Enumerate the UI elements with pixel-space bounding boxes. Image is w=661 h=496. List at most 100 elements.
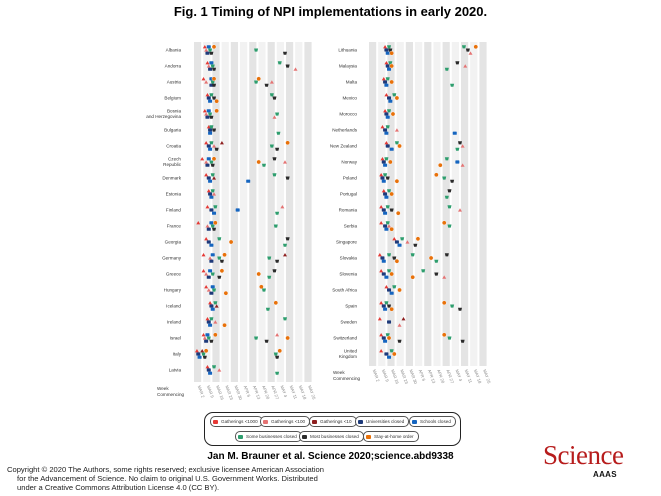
npi-point-some-business	[267, 275, 272, 279]
npi-point-some-business	[267, 256, 272, 260]
npi-point-school	[383, 163, 388, 167]
npi-point-school	[208, 99, 213, 103]
npi-point-g1000	[380, 157, 385, 161]
npi-point-school	[235, 208, 240, 212]
npi-point-school	[397, 243, 402, 247]
country-label-line: Republic	[163, 162, 182, 167]
country-label: New Zealand	[330, 144, 358, 149]
week-tick-label: MAY 4	[279, 385, 288, 399]
npi-point-g1000	[381, 189, 386, 193]
npi-point-g1000	[381, 77, 386, 81]
npi-point-g100	[283, 160, 287, 164]
npi-point-g1000	[208, 301, 213, 305]
npi-point-most-business	[465, 48, 470, 52]
x-axis-title-word: Commencing	[157, 392, 185, 397]
npi-point-some-business	[444, 195, 449, 199]
week-tick-label: MAR 30	[233, 385, 243, 402]
npi-point-stay-at-home	[222, 322, 227, 328]
npi-point-stay-at-home	[386, 335, 392, 341]
npi-point-g10	[200, 349, 205, 353]
npi-point-most-business	[209, 51, 214, 55]
week-band	[424, 42, 432, 366]
week-band	[378, 42, 386, 366]
npi-timeline-chart: MAR 2 MAR 9 MAR 16 MAR 23 MAR 30 APR 6 APR 13 A…	[146, 42, 492, 402]
npi-point-school	[208, 371, 213, 375]
legend-swatch	[312, 419, 317, 424]
npi-point-school	[384, 275, 389, 279]
npi-point-g100	[405, 240, 410, 244]
npi-point-school	[381, 259, 386, 263]
legend-item-g10: Gatherings <10	[309, 416, 357, 427]
week-band	[470, 42, 478, 366]
npi-point-some-business	[385, 77, 390, 81]
npi-point-g1000	[379, 333, 384, 337]
week-band	[212, 42, 220, 382]
npi-point-g1000	[379, 173, 384, 177]
npi-point-some-business	[217, 237, 222, 241]
npi-point-stay-at-home	[285, 335, 290, 341]
npi-point-g1000	[205, 317, 210, 321]
npi-point-g1000	[196, 221, 201, 225]
week-band	[194, 42, 202, 382]
week-band	[451, 42, 459, 366]
country-label: Hungary	[164, 288, 182, 293]
npi-point-most-business	[444, 253, 449, 257]
npi-point-univ	[384, 352, 389, 356]
npi-point-some-business	[410, 253, 415, 257]
npi-point-g100	[202, 336, 207, 340]
npi-point-most-business	[272, 157, 277, 161]
npi-point-g100	[217, 368, 222, 372]
npi-point-univ	[380, 256, 385, 260]
npi-point-some-business	[387, 109, 392, 113]
npi-point-some-business	[383, 173, 388, 177]
npi-point-school	[210, 307, 215, 311]
week-band	[295, 42, 303, 382]
country-label: Austria	[167, 80, 182, 85]
npi-point-school	[209, 243, 214, 247]
week-band	[258, 42, 266, 382]
country-label: Bosnia and Herzegovina	[146, 109, 181, 120]
npi-point-school	[208, 323, 213, 327]
npi-point-most-business	[434, 272, 439, 276]
npi-point-g1000	[204, 237, 209, 241]
country-label: Norway	[341, 160, 357, 165]
week-tick-label: MAR 16	[215, 385, 225, 402]
npi-point-some-business	[217, 256, 222, 260]
week-band	[433, 42, 441, 366]
npi-point-g100	[468, 51, 473, 55]
npi-point-school	[206, 157, 211, 161]
npi-point-stay-at-home	[388, 159, 393, 165]
npi-point-univ	[387, 96, 392, 100]
npi-point-some-business	[444, 67, 449, 71]
npi-point-stay-at-home	[415, 236, 421, 242]
npi-point-some-business	[444, 157, 449, 161]
npi-point-school	[389, 147, 394, 151]
country-label: United Kingdom	[339, 349, 358, 360]
legend-swatch	[412, 419, 417, 424]
npi-point-stay-at-home	[394, 95, 400, 101]
npi-point-some-business	[254, 80, 259, 84]
npi-point-g1000	[379, 221, 384, 225]
npi-point-some-business	[265, 307, 270, 311]
country-label: Albania	[166, 48, 182, 53]
country-label: Andorra	[165, 64, 182, 69]
npi-point-some-business	[272, 173, 277, 177]
npi-point-some-business	[276, 131, 281, 135]
x-axis-title-word: Week	[333, 370, 345, 375]
npi-point-most-business	[212, 67, 217, 71]
npi-point-most-business	[283, 51, 287, 55]
npi-point-some-business	[209, 93, 214, 97]
npi-point-stay-at-home	[211, 44, 217, 50]
country-label: Switzerland	[333, 336, 357, 341]
week-tick-label: MAR 23	[224, 385, 234, 402]
npi-point-school	[387, 355, 392, 359]
npi-point-some-business	[387, 189, 392, 193]
country-label-line: Czech	[168, 157, 181, 162]
npi-point-most-business	[272, 96, 277, 100]
legend-swatch	[213, 419, 218, 424]
npi-point-stay-at-home	[256, 76, 262, 82]
npi-point-g100	[394, 128, 399, 132]
npi-point-stay-at-home	[397, 287, 402, 293]
country-label: Denmark	[162, 176, 181, 181]
country-label: Netherlands	[332, 128, 357, 133]
